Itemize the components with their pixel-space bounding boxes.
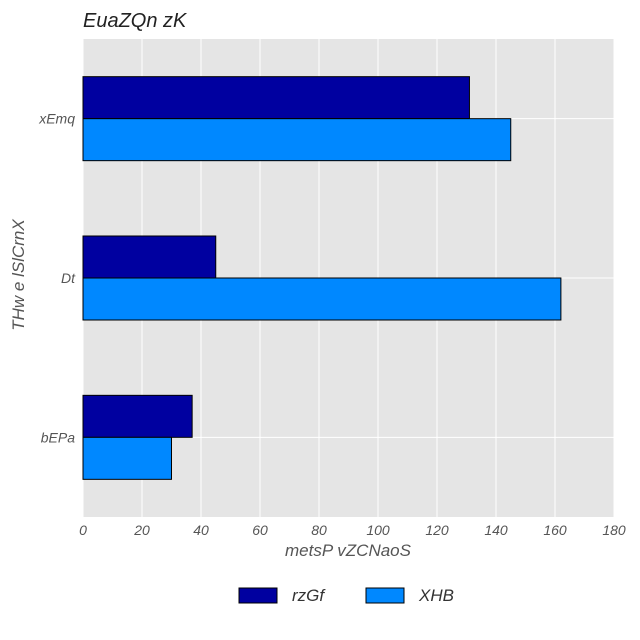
bars [82,76,562,480]
x-tick-label: 180 [602,522,626,538]
y-ticks: xEmq Dt bEPa [38,111,76,446]
bar-rzGf-bEPa [82,394,193,438]
x-tick-label: 140 [484,522,508,538]
x-tick-label: 0 [79,522,87,538]
legend-label-series-2: XHB [418,586,454,605]
bar-rzGf-Dt [82,235,217,279]
bar-rzGf-xEmq [82,76,470,120]
x-tick-label: 80 [311,522,327,538]
y-axis-label: THw e lSlCrnX [9,219,28,331]
x-axis-label: metsP vZCNaoS [285,541,412,560]
legend-swatch-series-2 [365,587,405,604]
y-tick-label: Dt [61,270,76,286]
x-tick-label: 160 [543,522,567,538]
x-tick-label: 100 [366,522,390,538]
x-tick-label: 40 [193,522,209,538]
bar-XHB-Dt [82,277,562,321]
chart-title: EuaZQn zK [83,10,188,32]
bar-XHB-xEmq [82,118,512,162]
x-tick-label: 60 [252,522,268,538]
y-tick-label: bEPa [41,429,75,445]
x-tick-label: 120 [425,522,449,538]
x-ticks: 0 20 40 60 80 100 120 140 160 180 [79,522,626,538]
x-tick-label: 20 [133,522,150,538]
legend: rzGf XHB [238,586,454,605]
legend-swatch-series-1 [238,587,278,604]
y-tick-label: xEmq [38,111,75,127]
legend-label-series-1: rzGf [292,586,326,605]
bar-XHB-bEPa [82,436,172,480]
